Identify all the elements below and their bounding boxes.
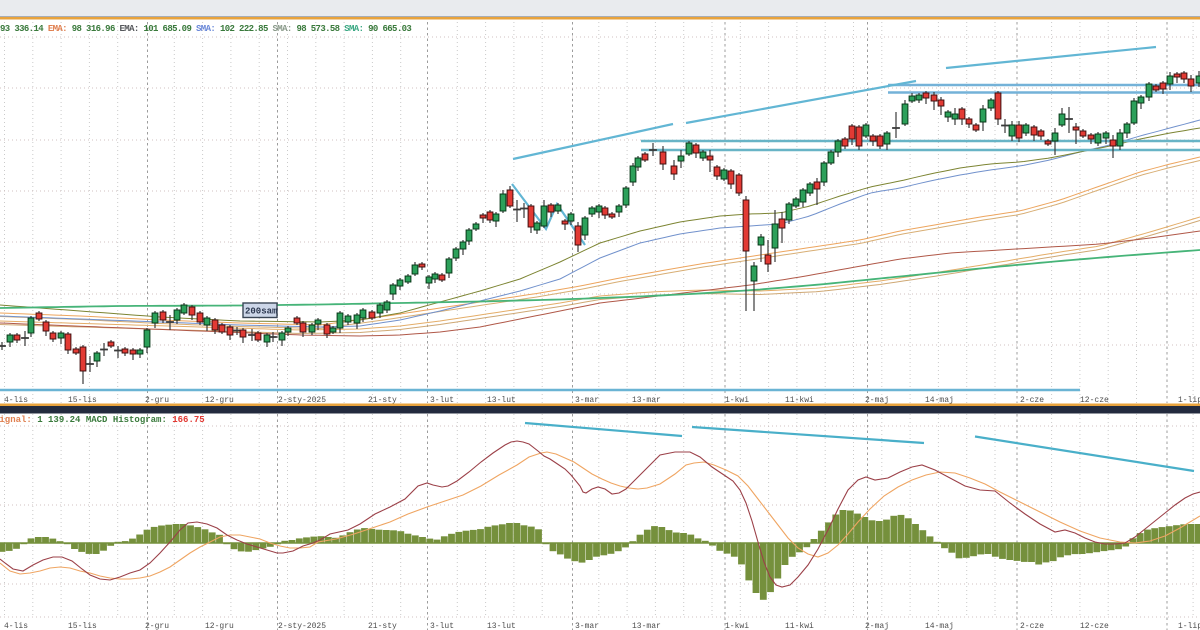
svg-text:21-sty: 21-sty: [368, 622, 397, 630]
svg-text:15-lis: 15-lis: [68, 622, 97, 630]
svg-text:4-lis: 4-lis: [4, 396, 28, 405]
svg-text:14-maj: 14-maj: [925, 622, 954, 630]
svg-text:14-maj: 14-maj: [925, 396, 954, 405]
svg-text:3-lut: 3-lut: [430, 396, 454, 405]
svg-text:3-mar: 3-mar: [575, 396, 599, 405]
svg-text:4-lis: 4-lis: [4, 622, 28, 630]
svg-text:12-cze: 12-cze: [1080, 622, 1109, 630]
svg-text:13-mar: 13-mar: [632, 396, 661, 405]
svg-text:2-cze: 2-cze: [1020, 396, 1044, 405]
svg-text:13-lut: 13-lut: [487, 396, 516, 405]
svg-text:2-gru: 2-gru: [145, 396, 169, 405]
svg-text:2-maj: 2-maj: [865, 622, 889, 630]
svg-text:2-sty-2025: 2-sty-2025: [278, 396, 326, 405]
svg-text:13-lut: 13-lut: [487, 622, 516, 630]
svg-text:3-mar: 3-mar: [575, 622, 599, 630]
svg-text:11-kwi: 11-kwi: [785, 622, 814, 630]
svg-text:12-gru: 12-gru: [205, 396, 234, 405]
svg-text:13-mar: 13-mar: [632, 622, 661, 630]
svg-text:1-lip: 1-lip: [1178, 396, 1200, 405]
svg-text:2-maj: 2-maj: [865, 396, 889, 405]
svg-text:93 336.14 EMA: 98 316.96 EMA:: 93 336.14 EMA: 98 316.96 EMA: 101 685.09…: [0, 24, 411, 34]
svg-text:12-cze: 12-cze: [1080, 396, 1109, 405]
svg-text:11-kwi: 11-kwi: [785, 396, 814, 405]
svg-text:1-lip: 1-lip: [1178, 622, 1200, 630]
svg-text:12-gru: 12-gru: [205, 622, 234, 630]
svg-text:1-kwi: 1-kwi: [725, 396, 749, 405]
svg-text:200sam: 200sam: [245, 307, 278, 317]
svg-text:2-sty-2025: 2-sty-2025: [278, 622, 326, 630]
svg-text:Signal: 1 139.24 MACD Histogra: Signal: 1 139.24 MACD Histogram: 166.75: [0, 415, 205, 425]
svg-text:2-gru: 2-gru: [145, 622, 169, 630]
svg-text:3-lut: 3-lut: [430, 622, 454, 630]
svg-text:21-sty: 21-sty: [368, 396, 397, 405]
svg-text:2-cze: 2-cze: [1020, 622, 1044, 630]
svg-text:15-lis: 15-lis: [68, 396, 97, 405]
svg-text:1-kwi: 1-kwi: [725, 622, 749, 630]
